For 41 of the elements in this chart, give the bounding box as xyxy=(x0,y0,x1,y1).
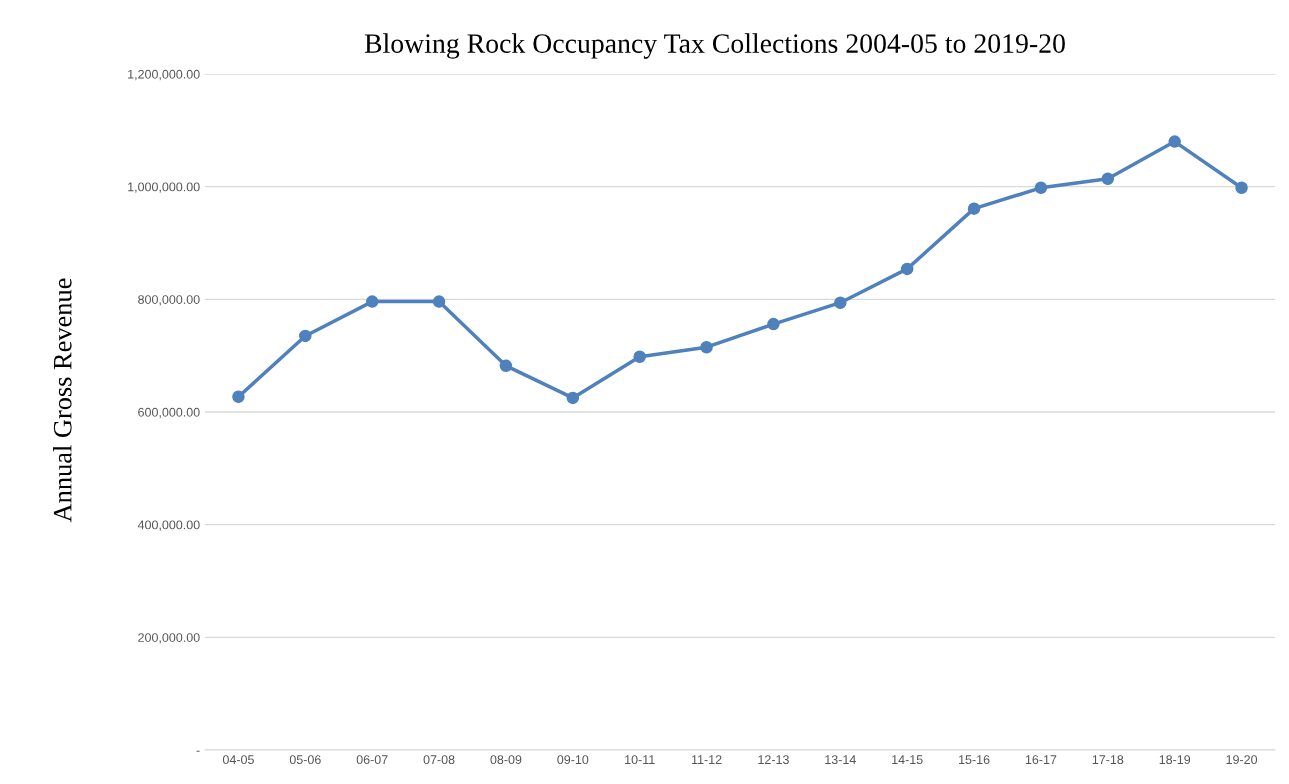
chart-title: Blowing Rock Occupancy Tax Collections 2004-05 to 2019-20 xyxy=(364,33,1065,59)
x-tick-label: 12-13 xyxy=(758,755,789,765)
x-tick-label: 05-06 xyxy=(289,755,321,765)
x-tick-label: 08-09 xyxy=(490,755,522,765)
y-tick-label: - xyxy=(196,750,200,752)
y-axis-title: Annual Gross Revenue xyxy=(53,278,72,523)
x-tick-label: 04-05 xyxy=(222,755,254,765)
point xyxy=(432,295,446,308)
x-tick-label: 15-16 xyxy=(959,755,990,765)
point xyxy=(499,359,513,373)
point xyxy=(1101,172,1115,186)
point xyxy=(365,295,379,308)
x-tick-label: 11-12 xyxy=(691,755,722,764)
y-tick-label: 200,000.00 xyxy=(138,633,200,644)
x-tick-label: 16-17 xyxy=(1025,755,1057,765)
y-tick-label: 800,000.00 xyxy=(138,295,200,306)
x-tick-label: 14-15 xyxy=(892,755,923,765)
x-tick-label: 10-11 xyxy=(625,755,655,765)
point xyxy=(299,329,312,343)
x-tick-label: 17-18 xyxy=(1092,755,1124,765)
point xyxy=(633,350,646,364)
y-tick-label: 1,200,000.00 xyxy=(128,69,200,81)
point xyxy=(1168,135,1181,148)
x-tick-label: 13-14 xyxy=(825,755,856,765)
y-tick-label: 600,000.00 xyxy=(138,407,200,419)
x-tick-label: 07-08 xyxy=(423,755,455,765)
point xyxy=(232,390,245,404)
point xyxy=(1235,181,1248,195)
point xyxy=(1034,181,1048,195)
x-tick-label: 09-10 xyxy=(557,755,589,765)
x-tick-label: 18-19 xyxy=(1159,755,1191,765)
point xyxy=(900,262,914,276)
point xyxy=(700,340,713,354)
x-tick-label: 06-07 xyxy=(356,755,388,765)
point xyxy=(967,202,981,215)
point xyxy=(834,296,847,309)
y-tick-label: 400,000.00 xyxy=(137,520,200,531)
point xyxy=(566,391,580,405)
y-tick-label: 1,000,000.00 xyxy=(128,182,200,193)
point xyxy=(767,317,780,331)
x-tick-label: 19-20 xyxy=(1226,755,1258,765)
